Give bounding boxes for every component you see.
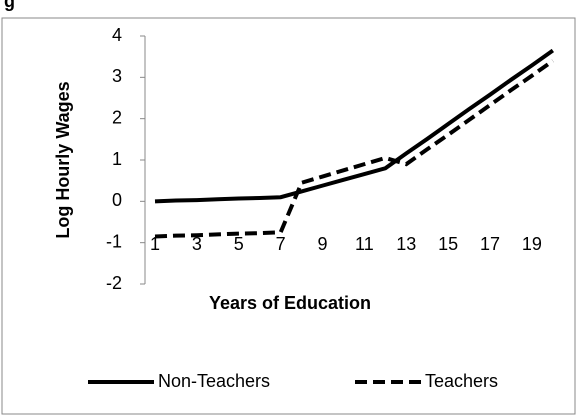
x-axis-label: Years of Education — [209, 293, 371, 313]
series-line — [154, 48, 555, 204]
x-tick-label: 15 — [438, 234, 458, 254]
x-tick-label: 9 — [318, 234, 328, 254]
x-tick-label: 7 — [276, 234, 286, 254]
y-tick-label: 3 — [112, 66, 122, 86]
x-tick-label: 11 — [355, 234, 374, 254]
y-tick-label: 0 — [112, 190, 122, 210]
y-tick-label: 1 — [112, 149, 122, 169]
x-tick-label: 19 — [522, 234, 542, 254]
series-line — [154, 59, 555, 239]
x-tick-label: 17 — [480, 234, 500, 254]
chart-title: g — [4, 0, 15, 11]
legend-label: Non-Teachers — [158, 371, 270, 391]
x-tick-label: 5 — [234, 234, 244, 254]
legend-label: Teachers — [425, 371, 498, 391]
chart-border — [1, 17, 576, 415]
y-tick-label: -1 — [106, 231, 122, 251]
y-tick-label: 4 — [112, 25, 122, 45]
x-tick-label: 13 — [396, 234, 416, 254]
x-tick-label: 3 — [192, 234, 202, 254]
x-tick-label: 1 — [150, 234, 160, 254]
y-axis-label: Log Hourly Wages — [53, 81, 73, 238]
y-tick-label: -2 — [106, 273, 122, 293]
y-tick-label: 2 — [112, 107, 122, 127]
